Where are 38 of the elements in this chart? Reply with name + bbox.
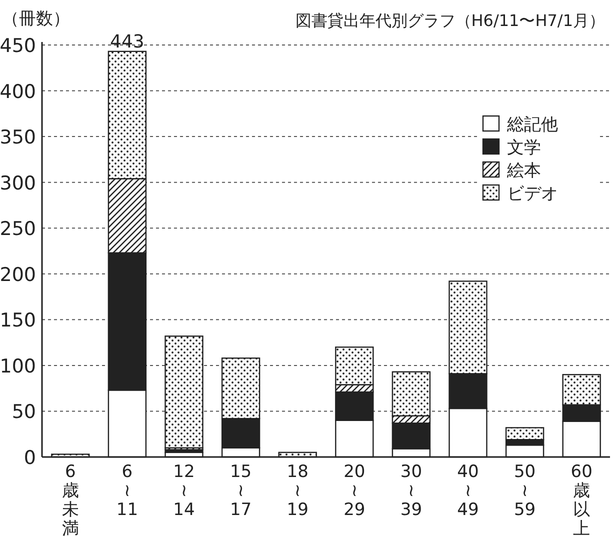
bar — [505, 427, 544, 440]
bar — [562, 374, 601, 406]
y-tick-label: 0 — [24, 447, 36, 469]
bar — [108, 252, 147, 391]
y-tick-label: 150 — [0, 310, 36, 332]
bar — [335, 346, 374, 386]
bar — [448, 280, 488, 374]
chart-title: 図書貸出年代別グラフ（H6/11〜H7/1月） — [295, 11, 605, 30]
x-tick-label: 40 ≀ 49 — [457, 462, 479, 520]
x-tick-label: 12 ≀ 14 — [173, 462, 195, 520]
y-tick-label: 350 — [0, 126, 36, 149]
y-tick-label: 400 — [0, 80, 36, 103]
x-tick-label: 6 ≀ 11 — [116, 462, 138, 520]
x-tick-label: 15 ≀ 17 — [230, 462, 252, 520]
x-tick-label: 20 ≀ 29 — [344, 462, 366, 520]
legend-label: 総記他 — [506, 115, 558, 135]
y-tick-label: 50 — [12, 401, 36, 424]
y-tick-label: 200 — [0, 264, 36, 286]
legend-label: ビデオ — [507, 184, 558, 204]
bar — [392, 371, 431, 416]
bar — [164, 336, 204, 448]
x-tick-label: 6 歳未満 — [62, 462, 79, 537]
y-tick-label: 250 — [0, 218, 36, 240]
x-tick-label: 18 ≀ 19 — [286, 462, 308, 520]
bar — [221, 358, 260, 420]
x-tick-label: 50 ≀ 59 — [514, 462, 536, 520]
bar — [392, 422, 431, 450]
bar — [108, 50, 147, 180]
bar — [335, 391, 374, 421]
y-tick-label: 450 — [0, 35, 36, 57]
y-axis-title: （冊数） — [2, 9, 70, 29]
y-tick-label: 100 — [0, 355, 36, 378]
legend-label: 絵本 — [506, 161, 541, 181]
x-tick-label: 30 ≀ 39 — [400, 462, 422, 520]
legend-label: 文学 — [507, 138, 541, 158]
total-label: 443 — [110, 31, 144, 52]
y-tick-label: 300 — [0, 172, 36, 194]
x-tick-label: 60 歳以上 — [570, 462, 592, 537]
